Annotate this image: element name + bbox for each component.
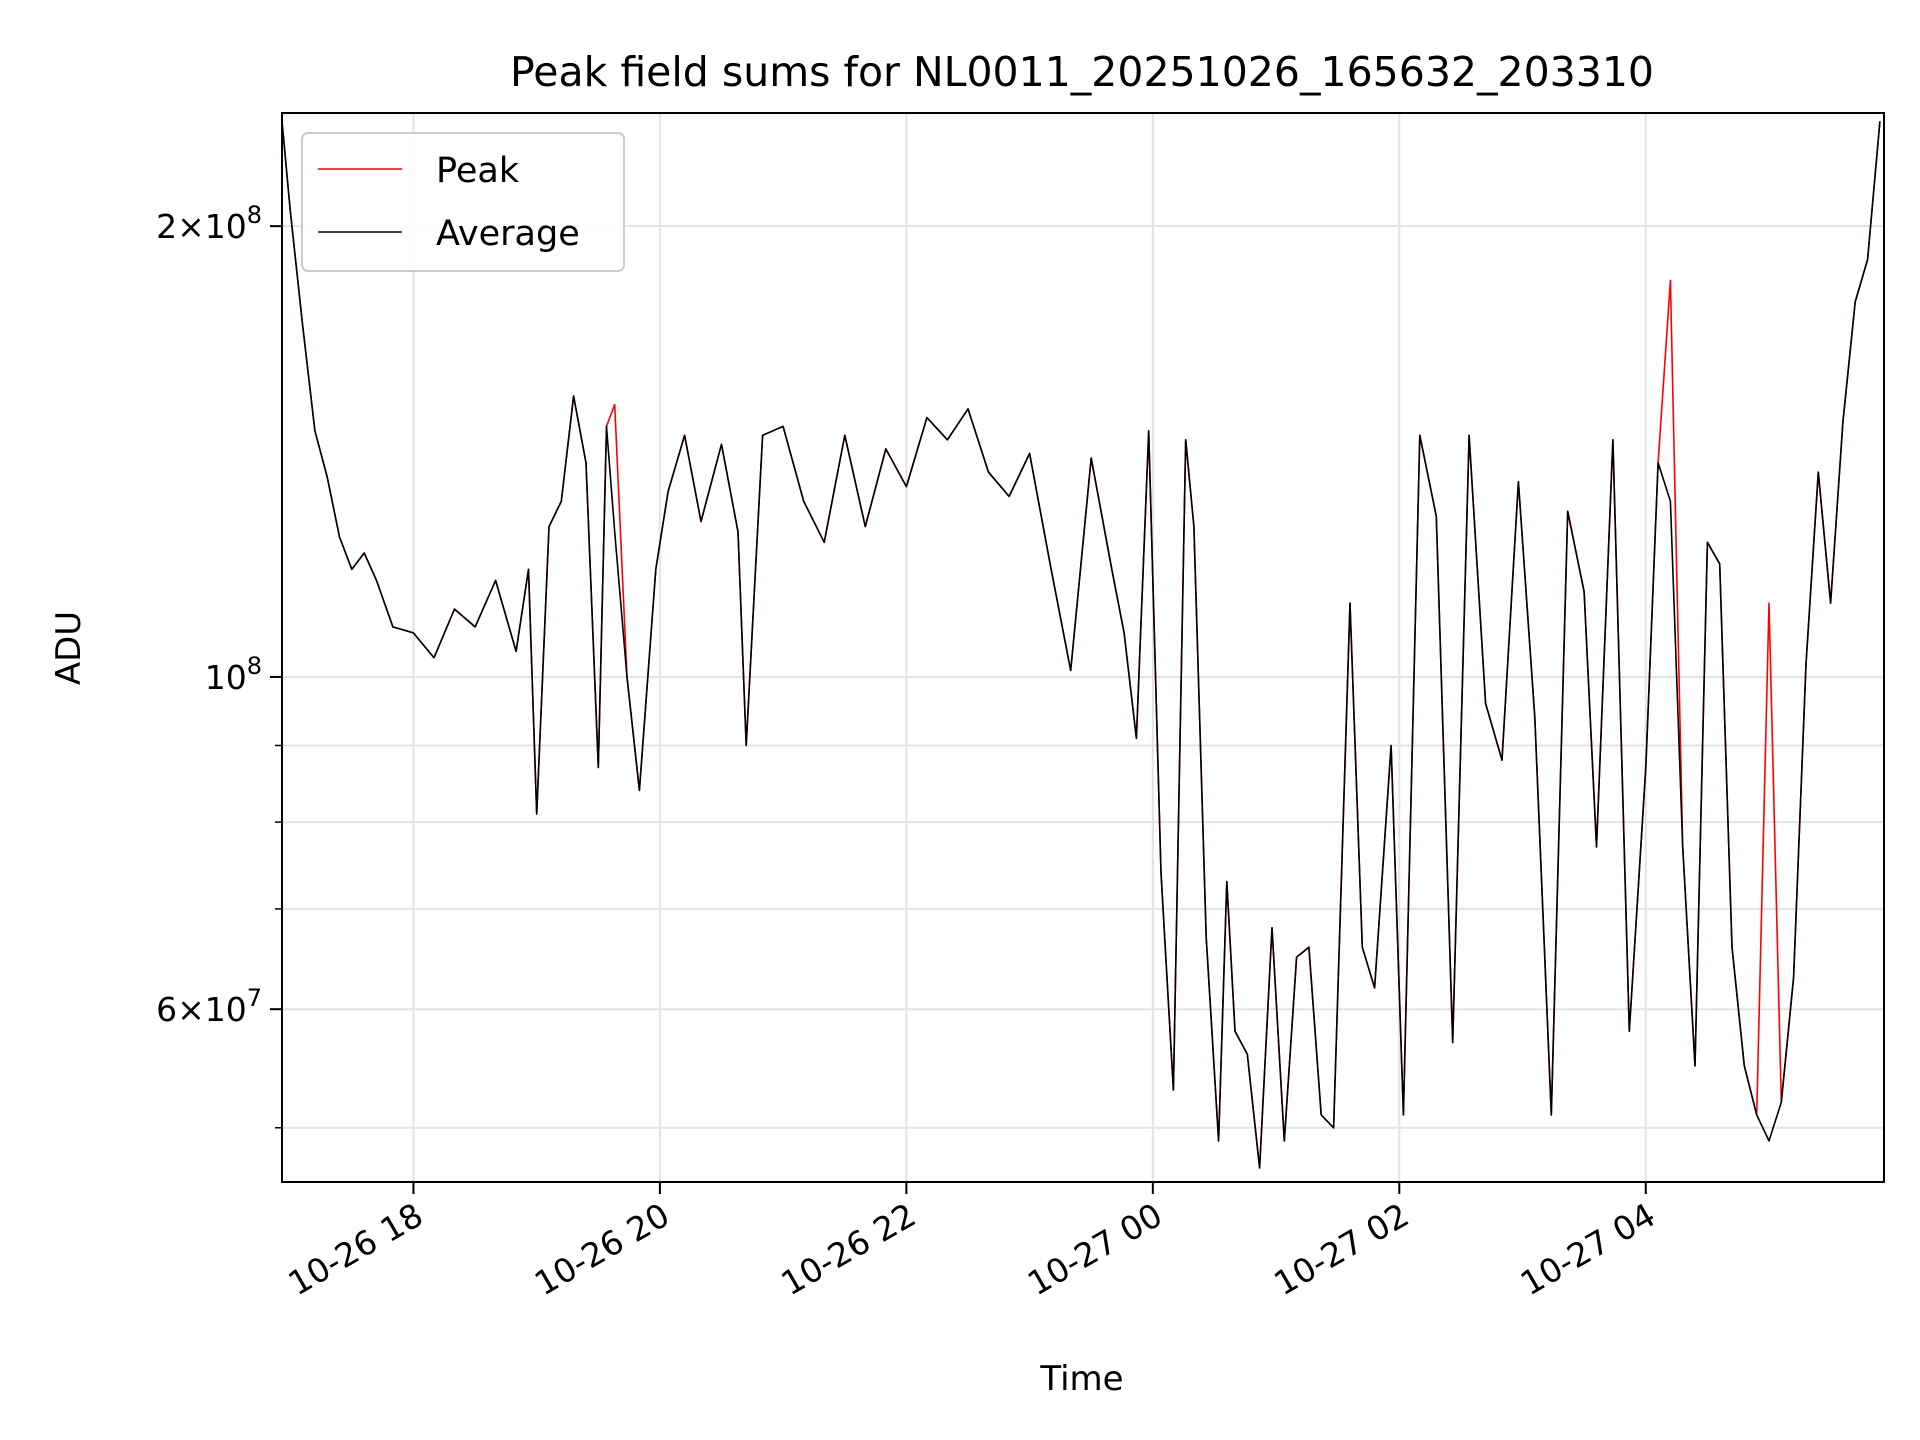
y-axis: 2×108 108 6×107 [156, 201, 282, 1129]
x-axis-label: Time [1039, 1359, 1123, 1399]
chart-title: Peak field sums for NL0011_20251026_1656… [510, 48, 1654, 96]
series-line-average [281, 121, 1881, 1169]
legend-label-average: Average [436, 214, 580, 254]
plot-lines [281, 121, 1881, 1169]
grid [282, 113, 1884, 1182]
legend-box [301, 132, 625, 272]
y-axis-label: ADU [49, 611, 89, 685]
plot-frame [281, 112, 1885, 1183]
y-tick-label: 108 [205, 652, 262, 697]
y-tick-label: 6×107 [156, 984, 262, 1029]
legend: Peak Average [301, 132, 625, 272]
y-tick-label: 2×108 [156, 201, 262, 246]
legend-label-peak: Peak [436, 151, 520, 191]
